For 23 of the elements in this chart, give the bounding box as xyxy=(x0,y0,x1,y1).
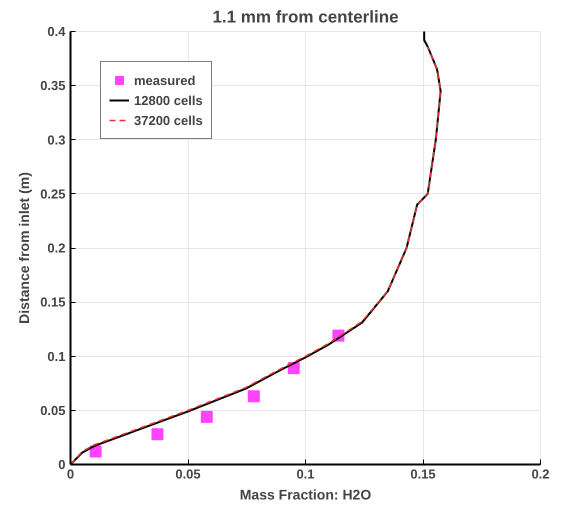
y-tick-label: 0.05 xyxy=(40,402,66,418)
point xyxy=(248,390,260,402)
point xyxy=(200,410,213,423)
x-tick-label: 0.05 xyxy=(175,466,201,482)
y-tick-label: 0 xyxy=(58,457,66,472)
point xyxy=(151,428,164,440)
point xyxy=(90,446,102,458)
x-tick-label: 0.15 xyxy=(410,466,436,482)
legend-label: 37200 cells xyxy=(134,112,203,128)
y-tick-label: 0.1 xyxy=(47,348,66,364)
y-axis-title: Distance from inlet (m) xyxy=(16,172,32,324)
x-tick-label: 0.2 xyxy=(531,466,550,482)
y-tick-label: 0.15 xyxy=(40,294,66,310)
y-tick-label: 0.4 xyxy=(47,24,66,39)
y-tick-label: 0.3 xyxy=(47,132,66,148)
chart-title: 1.1 mm from centerline xyxy=(212,8,399,26)
x-axis-title: Mass Fraction: H2O xyxy=(240,486,372,502)
y-tick-label: 0.35 xyxy=(40,78,66,94)
y-tick-label: 0.25 xyxy=(40,186,66,202)
y-tick-label: 0.2 xyxy=(47,240,66,256)
x-tick-label: 0.1 xyxy=(296,466,315,482)
legend-label: measured xyxy=(134,72,196,88)
legend-label: 12800 cells xyxy=(134,92,203,108)
